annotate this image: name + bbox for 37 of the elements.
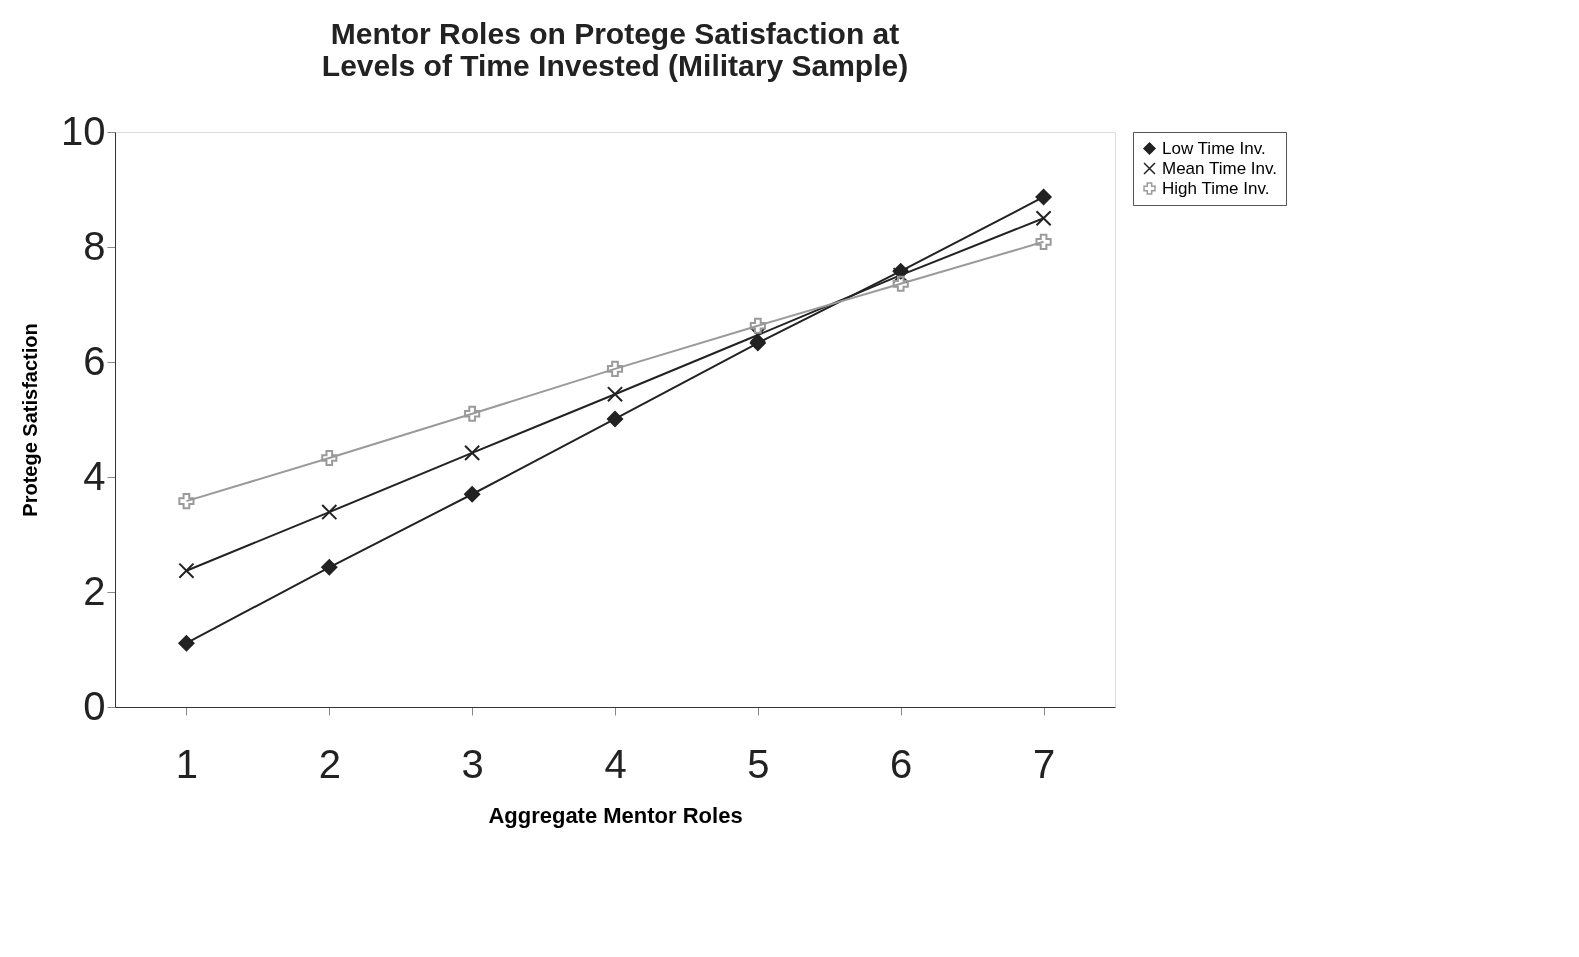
text: Mentor Roles on Protege Satisfaction at <box>330 17 900 50</box>
x-tick-label: 6 <box>890 741 913 786</box>
point <box>1035 233 1052 250</box>
legend-label: Mean Time Inv. <box>1162 158 1277 178</box>
point <box>749 317 766 334</box>
point <box>606 410 624 427</box>
x-tick-label: 1 <box>175 741 199 786</box>
legend-label: High Time Inv. <box>1162 178 1270 198</box>
point <box>1035 188 1052 206</box>
legend-label: Low Time Inv. <box>1162 138 1266 158</box>
point <box>1035 210 1052 227</box>
x-tick-label: 3 <box>461 741 484 786</box>
point <box>178 562 195 579</box>
point <box>606 386 624 403</box>
point <box>321 559 338 576</box>
y-tick-label: 6 <box>83 338 106 383</box>
point <box>178 635 195 652</box>
x-tick-label: 7 <box>1032 741 1056 786</box>
x-tick-label: 2 <box>318 741 341 786</box>
y-tick-label: 8 <box>83 223 106 268</box>
x-tick-label: 4 <box>604 741 627 786</box>
point <box>321 504 338 521</box>
y-tick-label: 10 <box>61 108 106 153</box>
point <box>321 449 338 467</box>
x-axis-title: Aggregate Mentor Roles <box>488 802 743 828</box>
y-tick-label: 4 <box>83 453 106 498</box>
point <box>892 275 909 292</box>
x-tick-label: 5 <box>747 741 770 786</box>
point <box>606 360 624 377</box>
point <box>464 486 481 503</box>
point <box>178 493 195 510</box>
point <box>464 405 481 422</box>
y-tick-label: 2 <box>83 568 106 613</box>
point <box>464 444 481 461</box>
text: Levels of Time Invested (Military Sample) <box>321 49 909 82</box>
y-tick-label: 0 <box>83 683 106 728</box>
y-axis-title: Protege Satisfaction <box>19 323 42 517</box>
